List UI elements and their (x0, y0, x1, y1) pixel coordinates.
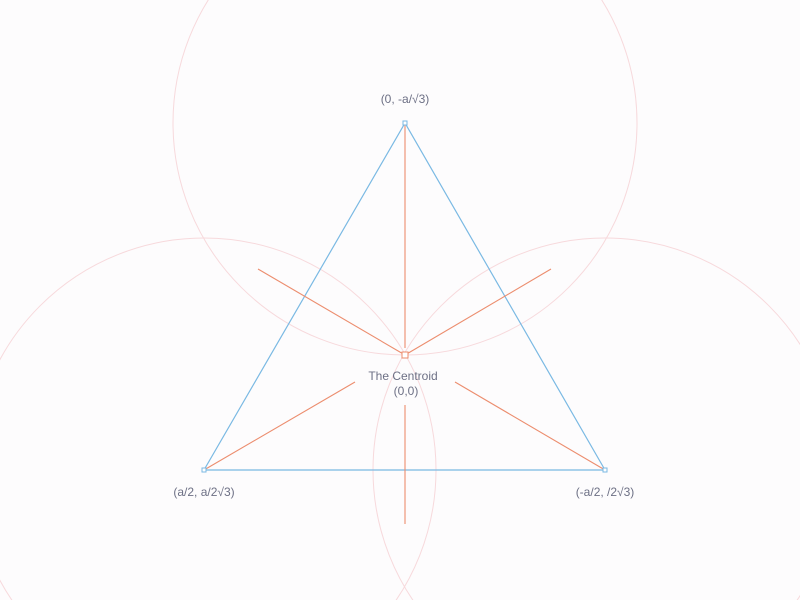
vertex-marker-bottom-right (602, 467, 608, 473)
vertex-label-bottom-right: (-a/2, /2√3) (576, 485, 635, 499)
circle-bottom-right (372, 237, 800, 600)
centroid-title: The Centroid (368, 369, 437, 383)
median-upper-right (404, 268, 552, 356)
vertex-marker-top (402, 120, 408, 126)
vertex-label-top: (0, -a/√3) (381, 92, 430, 106)
median-from-bottom-right (454, 381, 606, 471)
circle-bottom-left (0, 237, 437, 600)
median-upper-left (257, 268, 406, 356)
vertex-label-bottom-left: (a/2, a/2√3) (173, 485, 234, 499)
median-lines (203, 123, 606, 524)
centroid-coords: (0,0) (394, 384, 419, 398)
centroid-marker (401, 351, 409, 359)
median-from-bottom-left (203, 381, 356, 471)
vertex-marker-bottom-left (201, 467, 207, 473)
